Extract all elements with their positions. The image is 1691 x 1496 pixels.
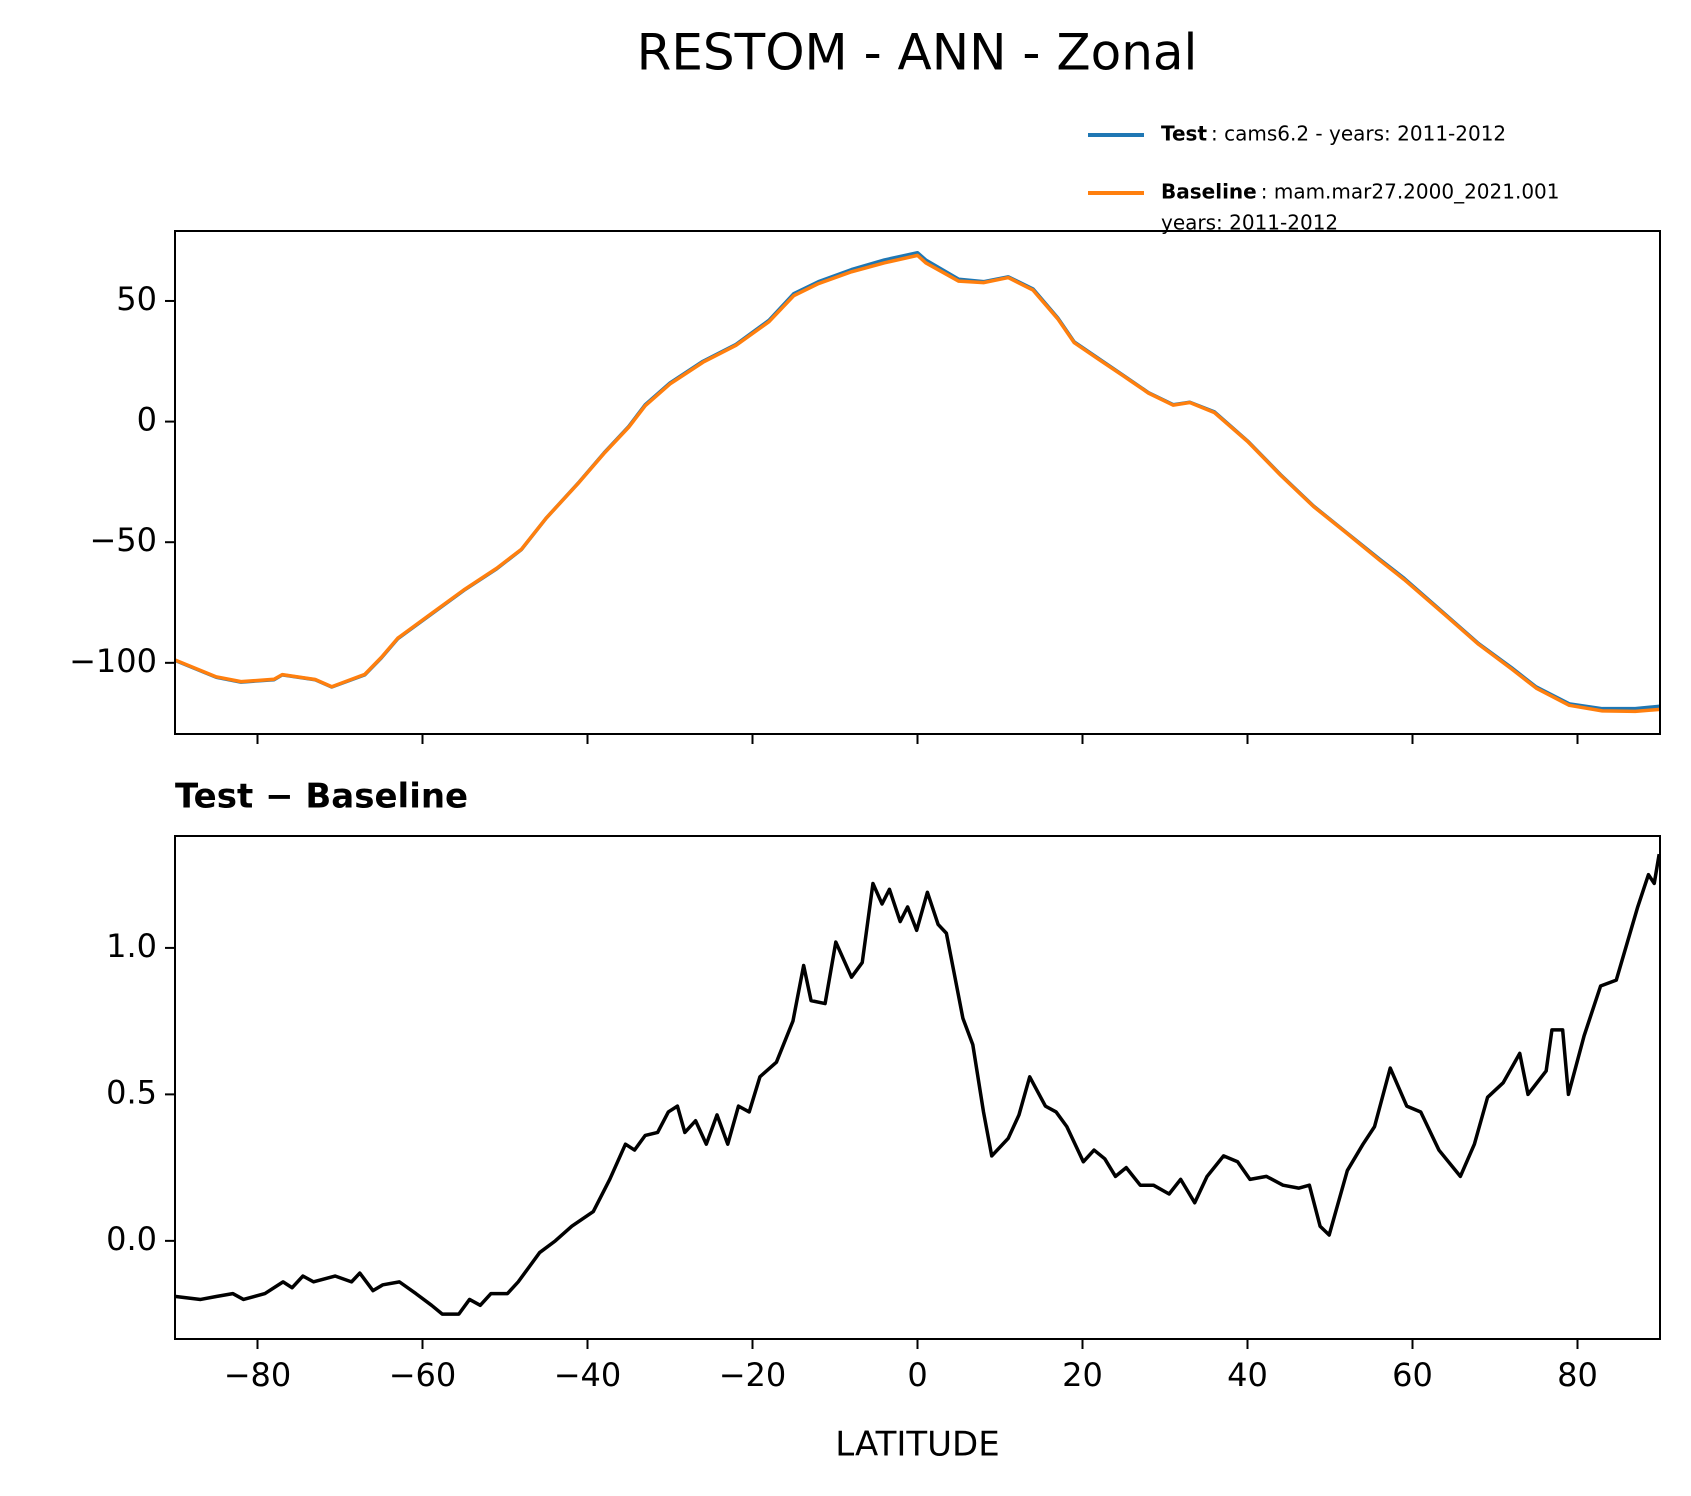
legend-label: Baseline [1161, 180, 1257, 204]
axes-frame [174, 230, 1661, 735]
series-line [175, 253, 1660, 714]
x-tick-label: −40 [554, 1356, 622, 1394]
y-tick-label: 0.5 [106, 1073, 157, 1111]
x-tick-label: −80 [224, 1356, 292, 1394]
x-tick-label: 80 [1557, 1356, 1598, 1394]
subplot-title: Test − Baseline [175, 777, 468, 817]
y-tick-label: 0.0 [106, 1220, 157, 1258]
y-tick-label: 50 [116, 280, 157, 318]
y-tick-label: 0 [137, 401, 157, 439]
x-tick-label: 20 [1062, 1356, 1103, 1394]
x-tick-label: 40 [1227, 1356, 1268, 1394]
y-tick-label: −100 [69, 642, 157, 680]
legend-description: : mam.mar27.2000_2021.001 [1261, 180, 1560, 204]
legend-label: Test [1161, 122, 1207, 146]
x-tick-label: 60 [1392, 1356, 1433, 1394]
x-axis-label: LATITUDE [835, 1425, 999, 1465]
axes-frame [174, 835, 1661, 1340]
x-tick-label: −20 [719, 1356, 787, 1394]
plot-area [175, 853, 1660, 1316]
plot-area [175, 250, 1660, 714]
series-line [175, 853, 1660, 1316]
x-tick-label: −60 [389, 1356, 457, 1394]
y-tick-label: −50 [89, 521, 157, 559]
legend-description: years: 2011-2012 [1161, 211, 1338, 235]
x-tick-label: 0 [907, 1356, 927, 1394]
legend-description: : cams6.2 - years: 2011-2012 [1211, 122, 1506, 146]
y-tick-label: 1.0 [106, 927, 157, 965]
figure-title: RESTOM - ANN - Zonal [637, 24, 1198, 82]
